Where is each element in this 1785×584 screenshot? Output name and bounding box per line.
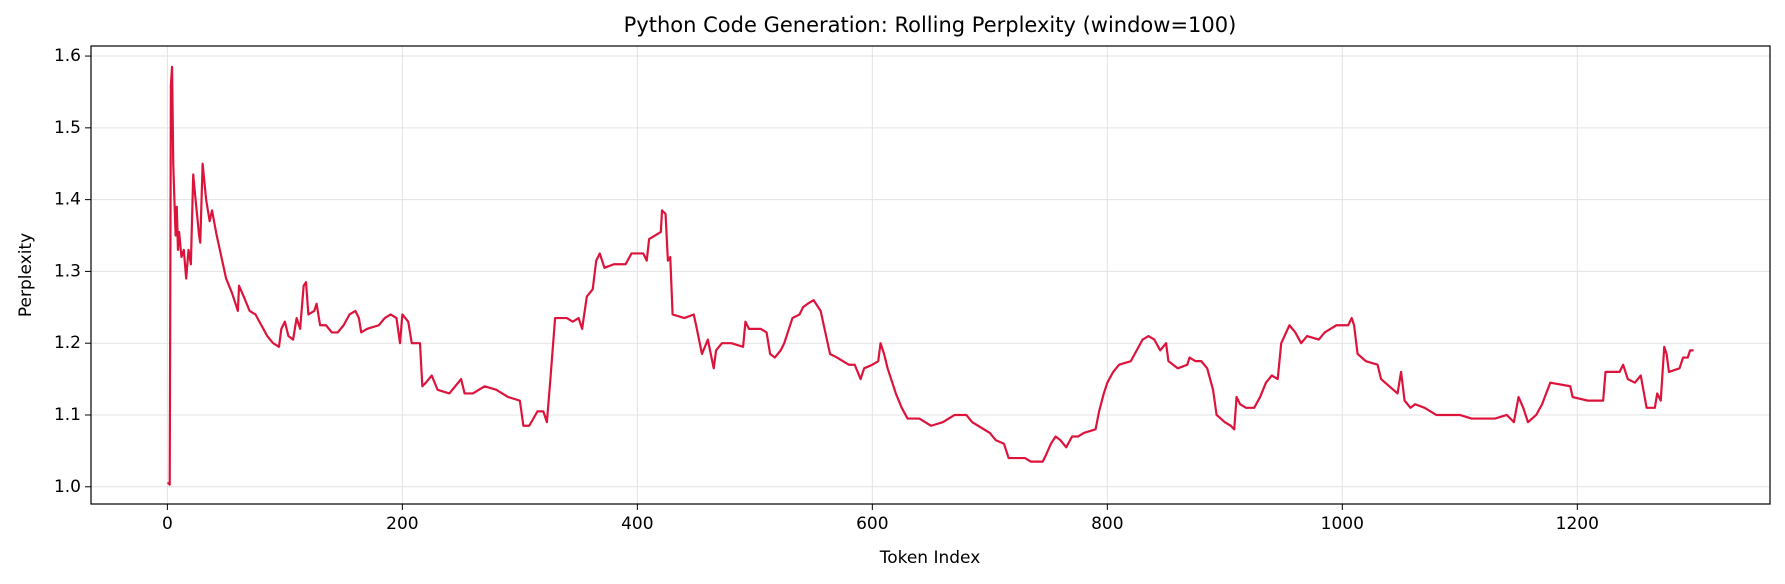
- y-tick-label: 1.6: [54, 46, 81, 66]
- plot-frame: [90, 45, 1771, 505]
- x-tick-label: 200: [386, 514, 418, 534]
- x-axis-label: Token Index: [879, 548, 981, 568]
- y-tick-label: 1.3: [54, 261, 81, 281]
- data-line: [167, 65, 1694, 486]
- x-tick-label: 400: [621, 514, 653, 534]
- x-tick-label: 1200: [1556, 514, 1599, 534]
- x-tick-label: 800: [1091, 514, 1123, 534]
- y-tick-label: 1.2: [54, 333, 81, 353]
- y-tick-label: 1.0: [54, 477, 81, 497]
- x-tick-label: 0: [162, 514, 173, 534]
- y-tick-label: 1.4: [54, 190, 81, 210]
- y-axis-label: Perplexity: [16, 233, 36, 317]
- x-tick-label: 1000: [1321, 514, 1364, 534]
- chart-title: Python Code Generation: Rolling Perplexi…: [624, 13, 1237, 37]
- x-tick-label: 600: [856, 514, 888, 534]
- y-tick-label: 1.5: [54, 118, 81, 138]
- y-tick-label: 1.1: [54, 405, 81, 425]
